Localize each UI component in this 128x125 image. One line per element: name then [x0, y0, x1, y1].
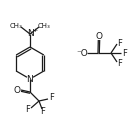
Text: O: O — [14, 86, 21, 95]
Text: CH₃: CH₃ — [38, 22, 51, 28]
Text: F: F — [26, 104, 30, 114]
Text: F: F — [122, 48, 127, 58]
Text: F: F — [118, 58, 122, 68]
Text: CH₃: CH₃ — [9, 22, 22, 28]
Text: O: O — [95, 32, 103, 41]
Text: F: F — [118, 38, 122, 48]
Text: F: F — [49, 94, 54, 102]
Text: +: + — [32, 28, 37, 32]
Text: N: N — [27, 74, 33, 84]
Text: N: N — [27, 30, 33, 38]
Text: F: F — [41, 108, 45, 116]
Text: ⁻O: ⁻O — [77, 48, 88, 58]
